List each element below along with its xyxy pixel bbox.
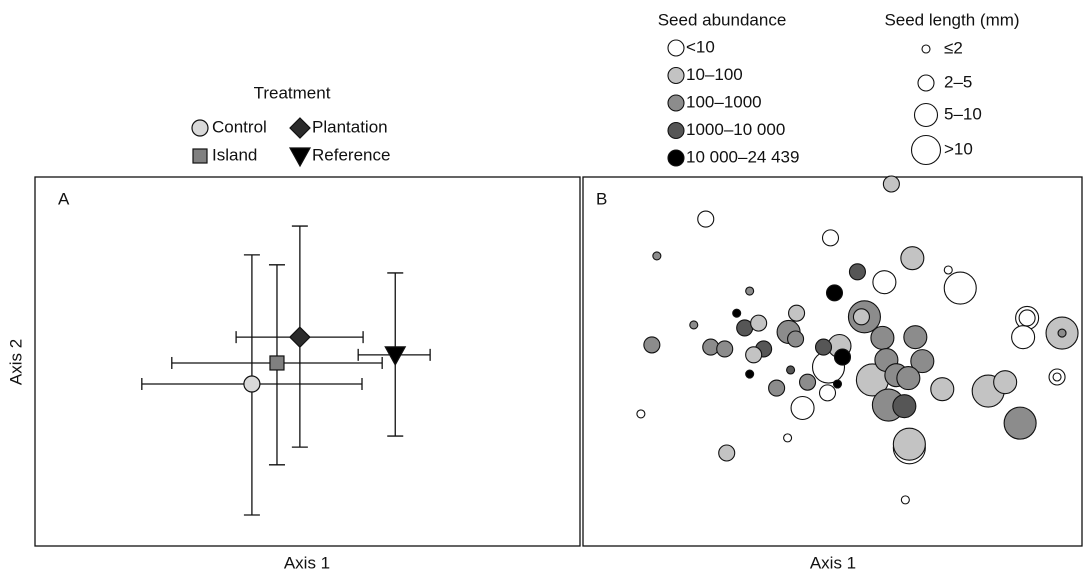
marker (384, 346, 407, 367)
legend-label: >10 (944, 139, 973, 158)
legend-marker (667, 94, 685, 112)
legend-marker (191, 119, 209, 137)
bubble (783, 433, 793, 443)
legend-marker (667, 66, 685, 85)
bubble (786, 365, 796, 375)
bubble (716, 340, 734, 358)
bubble (745, 286, 755, 296)
legend-marker (667, 121, 685, 140)
legend-title: Treatment (254, 83, 331, 102)
marker (243, 375, 261, 393)
legend-marker (917, 74, 935, 92)
legend-label: Reference (312, 145, 390, 164)
legend-title: Seed length (mm) (884, 10, 1019, 29)
bubble (750, 314, 768, 332)
legend-marker (289, 117, 311, 139)
y-axis-label: Axis 2 (6, 339, 25, 385)
bubble (903, 325, 928, 350)
legend-marker (913, 102, 939, 128)
legend-label: <10 (686, 37, 715, 56)
marker (289, 326, 311, 348)
bubble (833, 348, 852, 366)
bubble (636, 409, 646, 419)
bubble (818, 384, 837, 402)
bubble (1011, 325, 1036, 350)
bubble (832, 379, 843, 389)
legend-label: 1000–10 000 (686, 120, 785, 139)
legend-label: 2–5 (944, 72, 972, 91)
legend-label: 10 000–24 439 (686, 147, 799, 166)
bubble (900, 495, 910, 505)
bubble (745, 369, 755, 379)
bubble (892, 394, 917, 419)
legend-label: Plantation (312, 117, 388, 136)
bubble (900, 246, 925, 271)
legend-label: ≤2 (944, 38, 963, 57)
legend-marker (192, 148, 208, 164)
bubble (910, 349, 935, 374)
panel-label: A (58, 189, 70, 208)
panel-a-frame (34, 176, 581, 547)
bubble (702, 338, 720, 356)
bubble (892, 427, 926, 461)
bubble (1018, 309, 1036, 327)
legend-label: 5–10 (944, 104, 982, 123)
legend-marker (921, 44, 931, 54)
legend-marker (910, 134, 942, 166)
legend-label: Island (212, 145, 257, 164)
bubble (798, 373, 817, 391)
bubble (643, 336, 661, 354)
legend-label: 100–1000 (686, 92, 762, 111)
legend-marker (288, 147, 312, 168)
legend-marker (667, 39, 685, 57)
bubble (1052, 372, 1062, 382)
legend-label: 10–100 (686, 65, 743, 84)
legend-marker (667, 149, 685, 167)
x-axis-label: Axis 1 (284, 553, 330, 572)
bubble (790, 395, 815, 421)
bubble (930, 377, 955, 402)
bubble (848, 263, 867, 281)
bubble (689, 320, 699, 330)
x-axis-label: Axis 1 (810, 553, 856, 572)
bubble (718, 444, 736, 462)
legend-label: Control (212, 117, 267, 136)
marker (269, 355, 285, 371)
bubble (732, 308, 742, 318)
panel-label: B (596, 189, 607, 208)
bubble (943, 271, 977, 305)
bubble (993, 370, 1018, 395)
bubble (821, 229, 840, 247)
bubble (814, 338, 833, 356)
bubble (870, 325, 895, 350)
bubble (1003, 406, 1037, 440)
bubble (697, 210, 715, 228)
bubble (882, 175, 900, 193)
bubble (652, 251, 662, 261)
legend-title: Seed abundance (658, 10, 787, 29)
bubble (896, 366, 921, 391)
bubble (787, 330, 805, 348)
bubble (745, 346, 763, 364)
bubble (943, 265, 953, 275)
bubble (852, 308, 870, 326)
bubble (1057, 328, 1067, 338)
bubble (825, 284, 844, 302)
panel-b-frame (582, 176, 1083, 547)
bubble (872, 270, 897, 295)
bubble (768, 379, 786, 397)
bubble (788, 304, 806, 322)
